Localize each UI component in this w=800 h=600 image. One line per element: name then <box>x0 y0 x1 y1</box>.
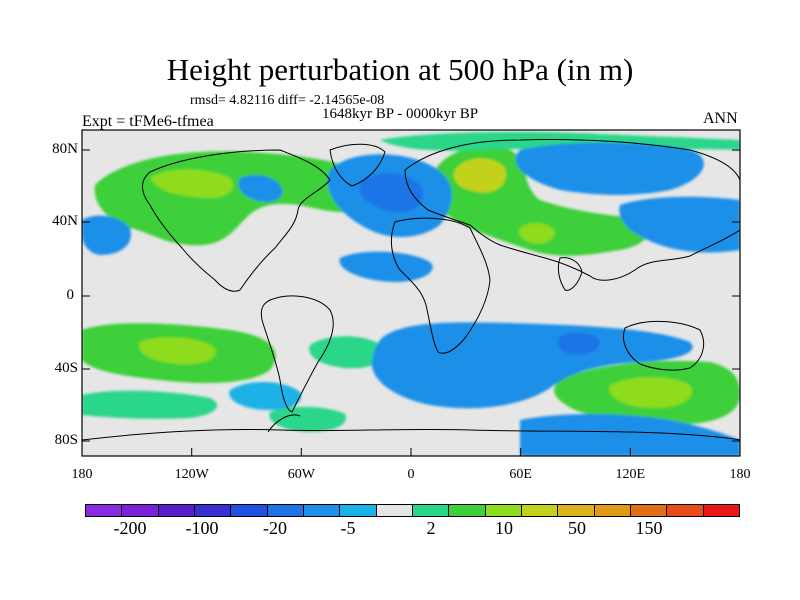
colorbar-label: -100 <box>185 518 219 538</box>
lon-label-60w: 60W <box>287 467 315 482</box>
negative-region-antarctic-east <box>520 414 740 456</box>
positive-region-central-asia <box>519 223 555 244</box>
negative-region-hudson <box>238 175 283 202</box>
negative-region-south-pacific-east <box>229 381 301 410</box>
coastline-africa <box>390 217 491 354</box>
colorbar-box <box>231 505 268 516</box>
colorbar-box <box>630 505 668 516</box>
lon-label-180-east: 180 <box>729 467 751 482</box>
lon-label-120w: 120W <box>174 467 209 482</box>
colorbar-box <box>158 505 195 516</box>
positive-region-south-pacific-core <box>139 337 216 365</box>
colorbar-box <box>267 505 304 516</box>
colorbar-box <box>485 505 522 516</box>
coastline-australia <box>623 320 705 371</box>
negative-region-north-pacific-west <box>619 196 740 253</box>
colorbar <box>85 504 740 517</box>
stats-line: rmsd= 4.82116 diff= -2.14565e-08 <box>190 93 385 108</box>
colorbar-box <box>194 505 232 516</box>
negative-region-atlantic-subtropics <box>339 251 433 282</box>
positive-region-north-pacific-core <box>150 169 234 199</box>
negative-region-siberia <box>515 142 704 195</box>
colorbar-box <box>521 505 559 516</box>
coastline-greenland <box>329 143 386 187</box>
colorbar-box <box>340 505 377 516</box>
lat-label-0: 0 <box>66 287 75 303</box>
coastline-south-america <box>260 295 334 413</box>
colorbar-box <box>558 505 595 516</box>
coastline-eurasia <box>404 139 740 281</box>
coastline-antarctica <box>82 428 740 441</box>
anomaly-field <box>82 130 740 456</box>
lat-label-40s: 40S <box>54 360 78 376</box>
positive-region-southern-ocean-east-core <box>609 377 692 408</box>
axis-ticks <box>81 149 741 456</box>
colorbar-label: -5 <box>340 518 356 538</box>
experiment-label: Expt = tFMe6-tfmea <box>82 113 214 130</box>
lon-label-180-west: 180 <box>71 467 93 482</box>
lat-label-80s: 80S <box>54 432 78 448</box>
positive-region-europe-core <box>453 158 506 193</box>
colorbar-label: 50 <box>568 518 586 538</box>
map-title: Height perturbation at 500 hPa (in m) <box>166 52 634 87</box>
colorbar-label: 150 <box>635 518 663 538</box>
colorbar-box <box>449 505 486 516</box>
colorbar-label: -200 <box>113 518 147 538</box>
colorbar-box <box>303 505 341 516</box>
colorbar-box <box>86 505 123 516</box>
negative-region-indian-core <box>558 332 600 355</box>
positive-region-antarctic-atlantic <box>269 406 346 432</box>
lat-label-40n: 40N <box>52 213 78 229</box>
lon-label-0: 0 <box>407 467 415 482</box>
period-label: 1648kyr BP - 0000kyr BP <box>322 106 479 122</box>
colorbar-box <box>594 505 631 516</box>
colorbar-box <box>412 505 450 516</box>
colorbar-label: 2 <box>426 518 436 538</box>
negative-region-south-atlantic-indian <box>371 322 693 409</box>
coastlines <box>82 139 740 441</box>
negative-region-northeast-pacific <box>82 215 131 255</box>
colorbar-label: 10 <box>495 518 513 538</box>
season-label: ANN <box>703 110 738 127</box>
colorbar-box <box>122 505 159 516</box>
colorbar-label: -20 <box>263 518 287 538</box>
coastline-north-america <box>142 149 331 292</box>
lon-label-60e: 60E <box>509 467 532 482</box>
lat-label-80n: 80N <box>52 141 78 157</box>
colorbar-box <box>667 505 704 516</box>
lon-label-120e: 120E <box>615 467 646 482</box>
coastline-india <box>557 257 583 291</box>
colorbar-box <box>703 505 739 516</box>
colorbar-box <box>376 505 413 516</box>
coastline-antarctic-peninsula <box>267 414 301 433</box>
positive-region-antarctic-pacific <box>82 390 218 419</box>
